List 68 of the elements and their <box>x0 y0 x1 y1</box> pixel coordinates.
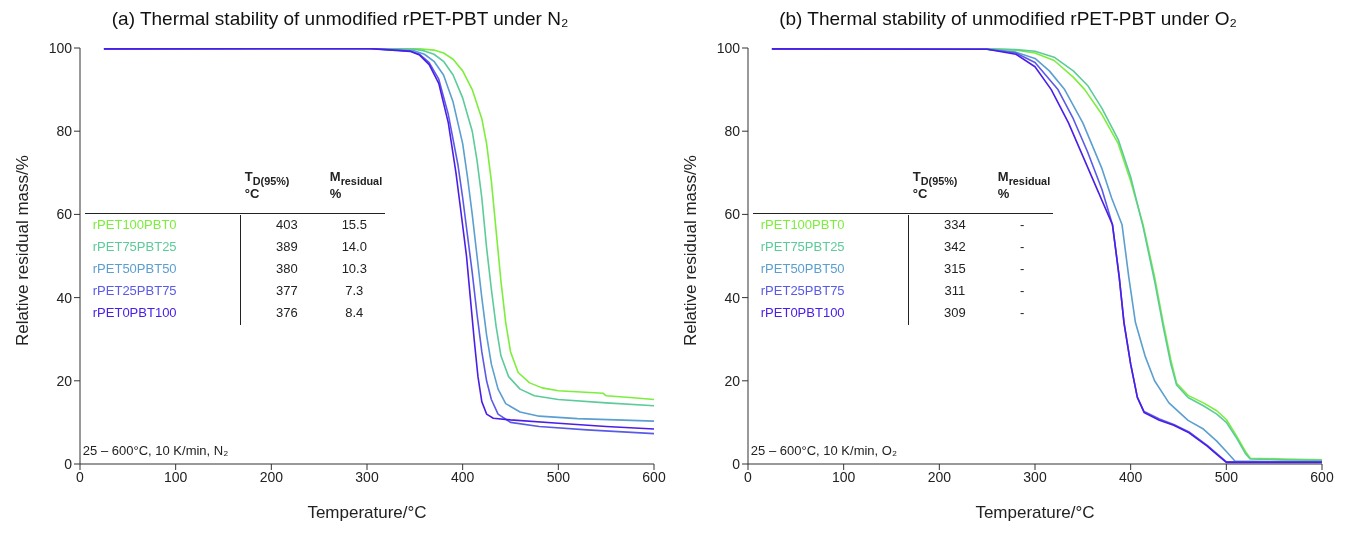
x-tick-label: 600 <box>1310 468 1334 485</box>
annotation: T$_{D(95%)}$ °C <box>244 168 290 202</box>
annotation: 311 <box>943 283 967 299</box>
y-tick-label: 0 <box>732 455 741 472</box>
y-tick-label: 20 <box>56 372 73 389</box>
x-tick-label: 400 <box>1118 468 1143 485</box>
x-tick-label: 500 <box>1214 468 1239 485</box>
annotation: - <box>1019 261 1026 277</box>
annotation: 403 <box>274 217 299 233</box>
annotation: 376 <box>274 305 299 321</box>
y-tick-label: 100 <box>48 39 73 56</box>
chart-title: (b) Thermal stability of unmodified rPET-PBT under O₂ <box>778 8 1238 31</box>
y-tick-label: 40 <box>724 289 741 306</box>
annotation: 7.3 <box>344 283 365 299</box>
annotation: 389 <box>274 239 299 255</box>
x-tick-label: 200 <box>927 468 952 485</box>
x-tick-label: 0 <box>744 468 753 485</box>
text: rPET0PBT100 <box>759 305 846 321</box>
y-tick-label: 60 <box>56 206 73 223</box>
text: rPET25PBT75 <box>759 283 846 299</box>
text: rPET50PBT50 <box>759 261 846 277</box>
y-axis-title: Relative residual mass/% <box>681 155 701 346</box>
x-tick-label: 100 <box>163 468 188 485</box>
x-tick-label: 600 <box>642 468 666 485</box>
x-axis-title: Temperature/°C <box>307 503 427 522</box>
y-tick-label: 20 <box>724 372 741 389</box>
annotation: 14.0 <box>340 239 368 255</box>
x-tick-label: 400 <box>450 468 475 485</box>
annotation: 334 <box>942 217 967 233</box>
text: rPET75PBT25 <box>759 239 846 255</box>
annotation: 25 – 600°C, 10 K/min, N₂ <box>82 443 229 459</box>
text: rPET100PBT0 <box>91 217 178 233</box>
y-tick-label: 80 <box>56 123 73 140</box>
annotation: 15.5 <box>340 217 368 233</box>
text: rPET25PBT75 <box>91 283 178 299</box>
annotation: 10.3 <box>340 261 368 277</box>
annotation: 380 <box>274 261 299 277</box>
text: rPET75PBT25 <box>91 239 178 255</box>
annotation: 25 – 600°C, 10 K/min, O₂ <box>750 443 897 459</box>
y-axis-title: Relative residual mass/% <box>13 155 33 346</box>
annotation: 8.4 <box>344 305 365 321</box>
annotation: M$_{residual}$ % <box>329 168 383 202</box>
x-tick-label: 300 <box>355 468 379 485</box>
x-tick-label: 0 <box>76 468 85 485</box>
y-tick-label: 100 <box>716 39 741 56</box>
text: rPET0PBT100 <box>91 305 178 321</box>
y-tick-label: 40 <box>56 289 73 306</box>
text: rPET50PBT50 <box>91 261 178 277</box>
y-tick-label: 60 <box>724 206 741 223</box>
annotation: 309 <box>942 305 967 321</box>
chart-title: (a) Thermal stability of unmodified rPET-PBT under N₂ <box>110 8 570 31</box>
annotation: M$_{residual}$ % <box>997 168 1051 202</box>
text: rPET100PBT0 <box>759 217 846 233</box>
x-tick-label: 500 <box>546 468 571 485</box>
x-tick-label: 200 <box>259 468 284 485</box>
y-tick-label: 0 <box>64 455 73 472</box>
annotation: 377 <box>274 283 299 299</box>
annotation: - <box>1019 283 1026 299</box>
annotation: 315 <box>942 261 967 277</box>
annotation: T$_{D(95%)}$ °C <box>912 168 958 202</box>
annotation: - <box>1019 305 1026 321</box>
x-tick-label: 100 <box>831 468 856 485</box>
x-tick-label: 300 <box>1023 468 1047 485</box>
annotation: 342 <box>942 239 967 255</box>
x-axis-title: Temperature/°C <box>975 503 1095 522</box>
y-tick-label: 80 <box>724 123 741 140</box>
annotation: - <box>1019 239 1026 255</box>
annotation: - <box>1019 217 1026 233</box>
